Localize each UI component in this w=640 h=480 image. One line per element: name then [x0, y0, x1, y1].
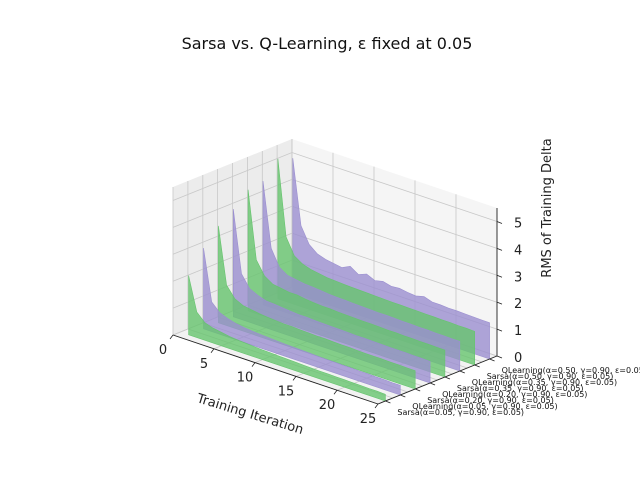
z-tick-mark: [496, 301, 503, 305]
z-tick-mark: [496, 247, 503, 251]
series-label: Sarsa(α=0.05, γ=0.90, ε=0.05): [397, 408, 524, 417]
series-tick-mark: [489, 358, 495, 362]
x-axis-line: [172, 334, 379, 405]
series-label: QLearning(α=0.35, γ=0.90, ε=0.05): [472, 378, 617, 387]
z-tick-label: 4: [514, 243, 522, 258]
x-tick-mark: [374, 403, 379, 409]
x-tick-label: 15: [278, 384, 295, 399]
series-tick-mark: [459, 370, 465, 374]
series-tick-mark: [429, 382, 436, 386]
z-tick-label: 0: [514, 351, 522, 366]
z-axis-label: RMS of Training Delta: [540, 138, 555, 277]
z-tick-mark: [496, 221, 503, 224]
series-area-0: [188, 275, 386, 402]
series-tick-mark: [385, 400, 391, 404]
series-tick-mark: [444, 376, 451, 380]
series-labels: Sarsa(α=0.05, γ=0.90, ε=0.05)QLearning(α…: [385, 358, 640, 417]
series-label: QLearning(α=0.50, γ=0.90, ε=0.05: [502, 366, 640, 375]
series-label: QLearning(α=0.20, γ=0.90, ε=0.05): [442, 390, 587, 399]
x-tick-mark: [292, 376, 297, 381]
grid-line-z: [172, 152, 498, 222]
z-tick-mark: [496, 328, 503, 332]
series-area-2: [218, 225, 416, 390]
grid-line-z: [172, 205, 498, 276]
series-surfaces: [188, 158, 490, 402]
z-ticks: 0 1 2 3 4 5: [496, 217, 522, 366]
series-label: Sarsa(α=0.50, γ=0.90, ε=0.05): [487, 372, 614, 381]
series-tick-mark: [415, 388, 421, 392]
x-tick-mark: [333, 389, 338, 395]
x-tick-label: 20: [319, 398, 336, 413]
z-tick-label: 3: [514, 270, 522, 285]
x-tick-mark: [169, 334, 174, 340]
z-tick-label: 1: [514, 324, 522, 339]
x-ticks: 0 5 10 15 20 25: [159, 334, 379, 427]
x-tick-label: 10: [237, 371, 254, 386]
x-tick-label: 5: [200, 357, 208, 372]
z-tick-label: 2: [514, 297, 522, 312]
series-area-1: [203, 247, 401, 396]
z-tick-label: 5: [514, 217, 522, 232]
grid-line-z: [172, 178, 498, 249]
chart-title: Sarsa vs. Q-Learning, ε fixed at 0.05: [182, 34, 473, 53]
y-axis-line: [377, 355, 498, 405]
x-tick-mark: [251, 362, 256, 367]
series-tick-mark: [474, 364, 480, 368]
z-tick-mark: [496, 274, 503, 278]
x-tick-label: 25: [360, 412, 377, 427]
x-tick-label: 0: [159, 343, 167, 358]
series-label: Sarsa(α=0.20, γ=0.90, ε=0.05): [427, 396, 554, 405]
x-tick-mark: [210, 348, 215, 354]
series-tick-mark: [400, 394, 406, 398]
grid-line-z: [172, 232, 498, 303]
z-tick-mark: [496, 355, 503, 359]
series-label: QLearning(α=0.05, γ=0.90, ε=0.05): [412, 402, 557, 411]
axes-lines: [172, 208, 498, 405]
series-label: Sarsa(α=0.35, γ=0.90, ε=0.05): [457, 384, 584, 393]
